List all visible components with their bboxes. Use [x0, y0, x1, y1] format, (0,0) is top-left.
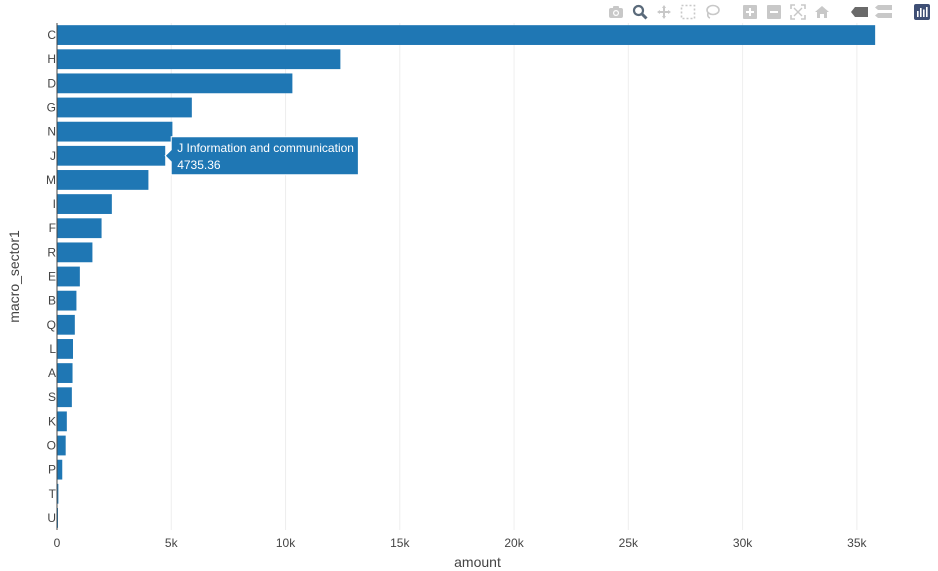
bar-I[interactable]	[57, 194, 112, 214]
bar-F[interactable]	[57, 218, 102, 239]
y-tick-label: F	[49, 221, 56, 235]
y-tick-label: N	[47, 125, 56, 139]
y-tick-label: K	[48, 414, 56, 428]
bar-L[interactable]	[57, 339, 73, 359]
y-tick-label: R	[47, 245, 56, 259]
y-tick-label: S	[48, 390, 56, 404]
bar-D[interactable]	[57, 73, 293, 94]
zoom-out-icon[interactable]	[764, 2, 784, 22]
bar-P[interactable]	[57, 459, 63, 480]
y-tick-label: E	[48, 270, 56, 284]
box-select-icon[interactable]	[678, 2, 698, 22]
x-tick-label: 35k	[847, 536, 867, 550]
tooltip-value: 4735.36	[177, 158, 221, 172]
y-tick-label: O	[47, 439, 56, 453]
gridlines	[170, 23, 858, 530]
x-axis-title: amount	[454, 554, 501, 570]
x-tick-label: 30k	[733, 536, 753, 550]
y-axis-title: macro_sector1	[6, 230, 22, 323]
bars	[57, 25, 876, 528]
tooltip-box	[164, 136, 359, 176]
hover-tooltip: J Information and communication 4735.36	[164, 136, 359, 176]
y-tick-label: M	[46, 173, 56, 187]
bar-N[interactable]	[57, 121, 173, 142]
y-tick-label: A	[48, 366, 56, 380]
y-tick-label: L	[49, 342, 56, 356]
bar-K[interactable]	[57, 411, 67, 432]
y-tick-label: G	[47, 101, 56, 115]
x-tick-label: 20k	[504, 536, 524, 550]
bar-E[interactable]	[57, 266, 80, 287]
y-tick-label: P	[48, 463, 56, 477]
bar-R[interactable]	[57, 242, 93, 263]
bar-S[interactable]	[57, 387, 72, 408]
autoscale-icon[interactable]	[788, 2, 808, 22]
zoom-icon[interactable]	[630, 2, 650, 22]
y-tick-label: T	[49, 487, 57, 501]
tooltip-label: J Information and communication	[177, 141, 354, 155]
x-tick-label: 15k	[390, 536, 410, 550]
spike-lines-icon[interactable]	[850, 2, 870, 22]
y-tick-label: D	[47, 76, 56, 90]
pan-icon[interactable]	[654, 2, 674, 22]
y-tick-label: Q	[47, 318, 56, 332]
bar-O[interactable]	[57, 435, 66, 456]
reset-axes-icon[interactable]	[812, 2, 832, 22]
bar-B[interactable]	[57, 290, 77, 311]
zoom-in-icon[interactable]	[740, 2, 760, 22]
y-tick-label: C	[47, 28, 56, 42]
bar-C[interactable]	[57, 25, 876, 45]
bar-G[interactable]	[57, 97, 192, 118]
bar-Q[interactable]	[57, 314, 75, 335]
y-tick-label: I	[53, 197, 56, 211]
x-tick-labels: 0 5k 10k 15k 20k 25k 30k 35k	[54, 536, 868, 550]
bar-M[interactable]	[57, 170, 149, 190]
camera-icon[interactable]	[606, 2, 626, 22]
lasso-icon[interactable]	[702, 2, 722, 22]
plotly-logo-icon[interactable]	[912, 2, 932, 22]
y-tick-label: J	[50, 149, 56, 163]
bar-H[interactable]	[57, 49, 341, 70]
bar-J[interactable]	[57, 145, 166, 166]
x-tick-label: 10k	[276, 536, 296, 550]
x-tick-label: 5k	[165, 536, 179, 550]
bar-A[interactable]	[57, 363, 73, 383]
compare-hover-icon[interactable]	[874, 2, 894, 22]
x-tick-label: 0	[54, 536, 61, 550]
bar-T[interactable]	[57, 483, 59, 504]
y-tick-label: B	[48, 294, 56, 308]
x-tick-label: 25k	[619, 536, 639, 550]
y-tick-label: U	[47, 511, 56, 525]
modebar	[606, 2, 932, 22]
y-tick-label: H	[47, 52, 56, 66]
